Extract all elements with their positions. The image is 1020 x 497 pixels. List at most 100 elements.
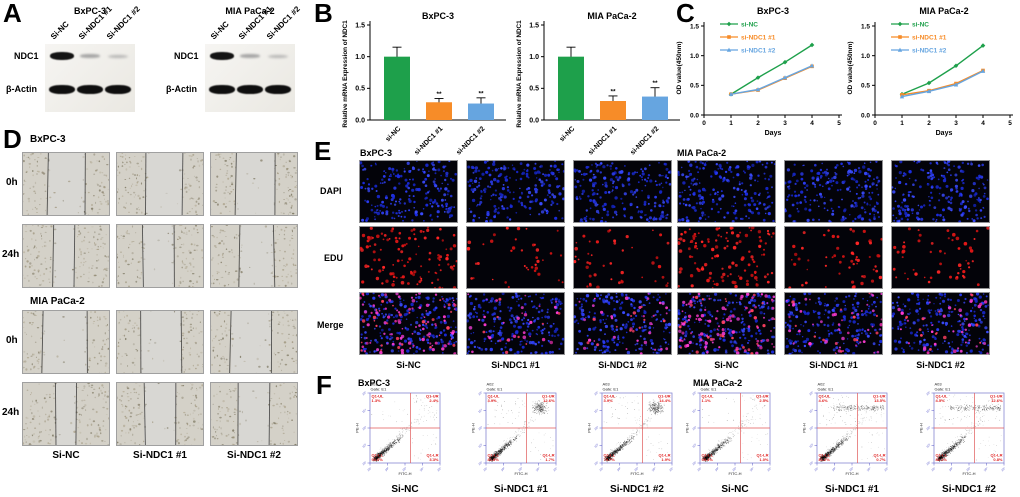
y-tick-label: 0.0 — [529, 117, 539, 124]
quadrant-lr-label: Q1-LR — [874, 453, 886, 458]
quadrant-lr-label: Q1-LR — [659, 453, 671, 458]
x-tick-label: 5 — [837, 120, 841, 127]
merge-image — [784, 291, 883, 356]
y-tick-label: 1.5 — [355, 22, 365, 29]
flow-col-label: Si-NDC1 #1 — [494, 484, 548, 495]
quadrant-ul-label: Q1-UL — [488, 394, 501, 399]
y-tick-label: 0.0 — [690, 112, 699, 119]
flow-y-tick: 10² — [593, 443, 599, 449]
flow-y-tick: 10³ — [593, 425, 599, 431]
flow-col-label: Si-NC — [721, 484, 749, 495]
quadrant-ur-value: 12.6% — [543, 398, 555, 403]
y-tick-label: 1.0 — [861, 53, 870, 60]
flow-y-tick: 10⁵ — [477, 390, 484, 397]
quadrant-ll-label: Q1-LL — [372, 453, 384, 458]
x-tick-label: si-NDC1 #2 — [455, 125, 486, 156]
flow-y-axis-label: PE-H — [802, 423, 807, 433]
x-axis-label: Days — [936, 130, 953, 137]
wound-image — [21, 223, 111, 289]
flow-well-id: A03 — [603, 382, 611, 387]
flow-col-label: Si-NC — [391, 484, 419, 495]
line-chart-MIA PaCa-2: MIA PaCa-2 OD value(450nm) 0.0 0.5 1.0 1.5 0 1 2… — [845, 4, 1020, 144]
quadrant-ur-value: 13.5% — [874, 398, 886, 403]
flow-x-tick: 10² — [948, 466, 954, 472]
flow-well-id: A01 — [371, 382, 379, 387]
quadrant-ul-label: Q1-UL — [372, 394, 385, 399]
quadrant-lr-value: 3.3% — [429, 457, 439, 462]
quadrant-lr-value: 1.9% — [661, 457, 671, 462]
edu-col-label: Si-NDC1 #1 — [809, 360, 858, 370]
flow-y-tick: 10³ — [808, 425, 814, 431]
flow-y-tick: 10¹ — [691, 460, 697, 466]
dapi-image — [466, 160, 566, 223]
quadrant-lr-value: 0.8% — [993, 457, 1003, 462]
flow-y-tick: 10⁴ — [361, 407, 368, 414]
flow-y-tick: 10⁵ — [361, 390, 368, 397]
lane-label: Si-NC — [208, 19, 231, 42]
dapi-image — [573, 160, 672, 224]
quadrant-ll-value: 95.4% — [702, 457, 714, 462]
quadrant-ul-value: 4.6% — [819, 398, 829, 403]
blot-title-bxpc3: BxPC-3 — [73, 6, 106, 16]
quadrant-ur-value: 14.4% — [659, 398, 671, 403]
flow-plot-Si-NDC1 #1: A02 Gate: E1 10¹ 10⁵ 10² 10⁴ 10³ 10³ 10⁴ 10² 10⁵ 10… — [801, 380, 896, 483]
quadrant-ll-label: Q1-LL — [936, 453, 948, 458]
flow-y-tick: 10² — [477, 443, 483, 449]
y-tick-label: 1.5 — [529, 22, 539, 29]
flow-col-label: Si-NDC1 #2 — [942, 484, 996, 495]
bar — [642, 96, 668, 120]
flow-x-tick: 10⁴ — [866, 466, 873, 473]
flow-x-tick: 10³ — [848, 466, 854, 472]
x-tick-label: 0 — [873, 120, 877, 127]
quadrant-ll-value: 81.2% — [819, 457, 831, 462]
flow-x-tick: 10⁵ — [1000, 466, 1007, 473]
wound-image — [115, 381, 205, 447]
dapi-image — [676, 159, 776, 223]
x-tick-label: 4 — [810, 120, 814, 127]
flow-y-tick: 10³ — [925, 425, 931, 431]
blot-band — [80, 54, 100, 58]
blot-band — [209, 85, 235, 94]
wound-image — [209, 151, 298, 217]
flow-y-tick: 10¹ — [361, 460, 367, 466]
flow-y-tick: 10¹ — [925, 460, 931, 466]
panel-e-label: E — [314, 136, 332, 166]
quadrant-ll-label: Q1-LL — [819, 453, 831, 458]
bar — [600, 101, 626, 120]
edu-col-label: Si-NDC1 #2 — [598, 360, 647, 370]
flow-x-tick: 10⁴ — [419, 466, 426, 473]
quadrant-lr-value: 1.0% — [759, 457, 769, 462]
bar — [384, 56, 410, 120]
edu-image — [573, 226, 672, 290]
quadrant-ul-label: Q1-UL — [936, 394, 949, 399]
quadrant-ul-label: Q1-UL — [819, 394, 832, 399]
flow-y-tick: 10² — [925, 443, 931, 449]
wound-row-label: 0h — [6, 177, 18, 188]
quadrant-ur-value: 12.6% — [991, 398, 1003, 403]
quadrant-ll-label: Q1-LL — [488, 453, 500, 458]
line-chart-BxPC-3: BxPC-3 OD value(450nm) 0.0 0.5 1.0 1.5 0 1 2 3 4 5 D… — [674, 4, 849, 144]
flow-x-tick: 10³ — [633, 466, 639, 472]
flow-plot-Si-NDC1 #1: A02 Gate: E1 10¹ 10⁵ 10² 10⁴ 10³ 10³ 10⁴ 10² 10⁵ 10… — [470, 380, 565, 483]
wound-group-title: BxPC-3 — [30, 134, 66, 145]
blot-band — [108, 54, 128, 58]
merge-image — [891, 291, 990, 355]
wound-image — [209, 223, 298, 289]
merge-image — [573, 291, 672, 355]
flow-y-tick: 10⁴ — [808, 407, 815, 414]
quadrant-ur-label: Q1-UR — [426, 394, 439, 399]
quadrant-lr-value: 1.7% — [545, 457, 555, 462]
y-axis-label: Relative mRNA Expression of NDC1 — [516, 20, 523, 128]
wound-image — [115, 309, 205, 375]
wound-row-label: 24h — [2, 249, 20, 260]
flow-x-tick: 10¹ — [930, 466, 936, 472]
edu-image — [676, 225, 776, 289]
flow-x-tick: 10³ — [517, 466, 523, 472]
wound-col-label: Si-NC — [52, 450, 80, 461]
legend-entry: si-NDC1 #1 — [741, 34, 776, 41]
significance: ** — [610, 88, 616, 95]
quadrant-ul-value: 1.1% — [702, 398, 712, 403]
flow-x-tick: 10¹ — [366, 466, 372, 472]
flow-y-axis-label: PE-H — [471, 423, 476, 433]
flow-gate-label: Gate: E1 — [818, 387, 835, 392]
